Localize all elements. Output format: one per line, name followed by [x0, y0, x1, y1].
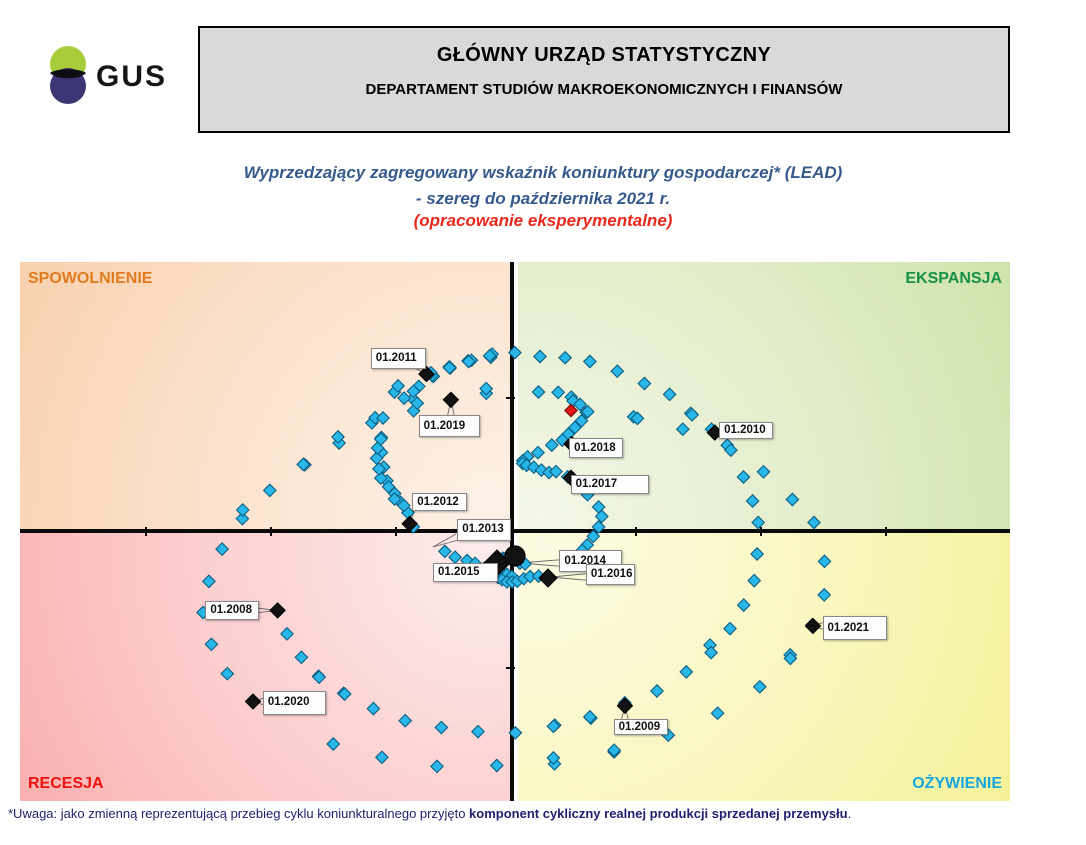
svg-text:GUS: GUS [96, 60, 167, 93]
